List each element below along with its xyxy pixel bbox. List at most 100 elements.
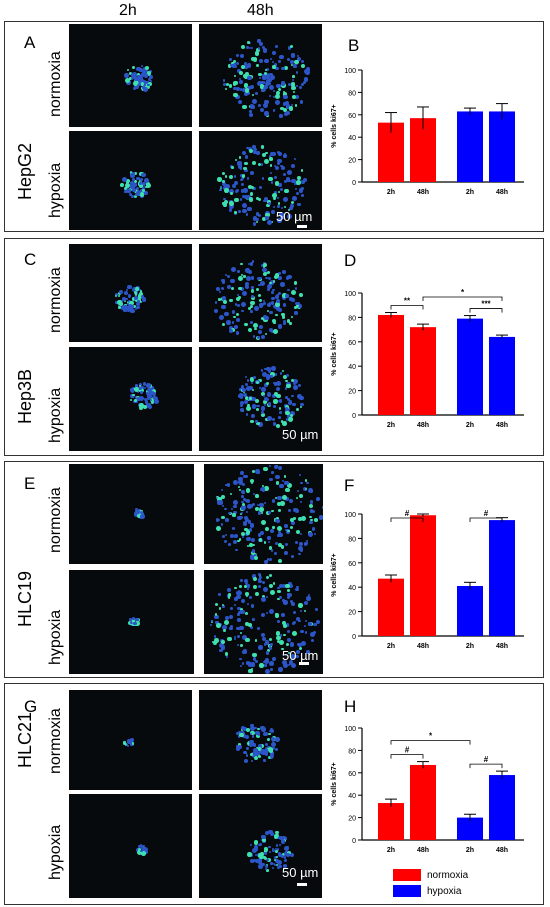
cell-nucleus — [305, 649, 310, 654]
cell-nucleus — [238, 488, 241, 492]
cell-nucleus — [269, 280, 275, 286]
cell-nucleus — [281, 495, 287, 501]
cell-nucleus — [265, 746, 270, 751]
cell-nucleus — [250, 661, 256, 666]
cell-nucleus — [278, 667, 283, 672]
cell-nucleus — [313, 518, 318, 523]
cell-nucleus — [292, 75, 295, 78]
cell-nucleus — [244, 161, 248, 166]
legend-swatch-normoxia — [393, 869, 421, 881]
micrograph-hepg2-normoxia-2h — [69, 24, 192, 127]
cell-nucleus — [136, 850, 142, 856]
cell-nucleus — [256, 197, 259, 200]
cell-nucleus — [134, 387, 139, 393]
cell-nucleus — [277, 324, 283, 329]
cell-nucleus — [143, 73, 149, 78]
cell-nucleus — [262, 177, 265, 180]
cell-nucleus — [255, 398, 260, 403]
cell-nucleus — [239, 643, 244, 648]
cell-nucleus — [279, 595, 283, 599]
cell-nucleus — [233, 479, 238, 485]
cell-nucleus — [151, 386, 155, 390]
cell-nucleus — [239, 733, 244, 738]
cell-nucleus — [115, 292, 118, 296]
cell-nucleus — [246, 536, 252, 542]
cell-nucleus — [140, 851, 146, 856]
cell-nucleus — [281, 293, 287, 298]
cell-nucleus — [295, 541, 299, 545]
x-tick-label: 2h — [387, 422, 395, 429]
cell-nucleus — [285, 487, 290, 493]
cell-line-label-hlc21: HLC21 — [15, 711, 35, 768]
cell-nucleus — [273, 175, 278, 180]
cell-nucleus — [246, 386, 251, 391]
cell-nucleus — [135, 286, 140, 292]
cell-nucleus — [223, 628, 227, 632]
cell-nucleus — [235, 331, 240, 335]
cell-nucleus — [245, 592, 249, 596]
chart-hlc21: 0 20 40 60 80 100 % cells ki67+ 2h 48h 2h 48h # # * — [331, 726, 524, 854]
y-tick-label: 100 — [344, 512, 356, 519]
cell-nucleus — [242, 390, 246, 394]
cell-nucleus — [238, 610, 242, 615]
cell-nucleus — [255, 92, 258, 95]
cell-nucleus — [230, 192, 234, 196]
cell-nucleus — [259, 386, 262, 389]
cell-nucleus — [228, 84, 232, 88]
cell-nucleus — [281, 314, 286, 319]
cell-nucleus — [134, 512, 139, 517]
cell-nucleus — [233, 635, 237, 639]
y-tick-label: 40 — [348, 585, 356, 592]
cell-nucleus — [243, 83, 249, 89]
cell-nucleus — [223, 304, 226, 307]
cell-nucleus — [141, 85, 145, 89]
cell-nucleus — [242, 104, 247, 110]
cell-nucleus — [243, 275, 246, 278]
cell-nucleus — [255, 507, 260, 512]
cell-nucleus — [244, 499, 247, 502]
cell-nucleus — [221, 646, 225, 651]
cell-nucleus — [233, 80, 238, 85]
cell-nucleus — [260, 334, 265, 339]
cell-nucleus — [131, 619, 136, 623]
cell-nucleus — [241, 501, 244, 504]
cell-line-label-hlc19: HLC19 — [15, 570, 35, 627]
cell-nucleus — [250, 554, 254, 558]
y-axis-label: % cells ki67+ — [331, 332, 338, 375]
cell-nucleus — [301, 169, 304, 172]
cell-nucleus — [263, 404, 266, 407]
cell-nucleus — [256, 151, 260, 155]
cell-nucleus — [228, 57, 233, 61]
cell-nucleus — [263, 847, 269, 852]
cell-nucleus — [301, 63, 306, 68]
cell-nucleus — [221, 515, 225, 520]
cell-nucleus — [252, 657, 257, 661]
cell-nucleus — [278, 59, 282, 63]
cell-nucleus — [235, 744, 239, 748]
cell-nucleus — [272, 109, 276, 112]
cell-nucleus — [252, 743, 257, 747]
cell-nucleus — [268, 511, 271, 514]
cell-nucleus — [233, 83, 237, 87]
cell-nucleus — [268, 276, 272, 281]
condition-label-hypoxia: hypoxia — [47, 162, 64, 218]
cell-nucleus — [144, 397, 148, 401]
cell-nucleus — [283, 205, 286, 208]
cell-nucleus — [222, 299, 227, 305]
cell-nucleus — [281, 647, 285, 651]
cell-nucleus — [224, 620, 230, 626]
cell-nucleus — [253, 376, 257, 380]
cell-nucleus — [276, 635, 282, 641]
cell-nucleus — [144, 850, 149, 855]
cell-nucleus — [299, 405, 303, 409]
bar — [457, 111, 483, 182]
cell-nucleus — [277, 202, 281, 206]
cell-nucleus — [274, 181, 280, 186]
cell-nucleus — [245, 412, 249, 416]
cell-nucleus — [257, 511, 261, 515]
cell-nucleus — [244, 734, 250, 740]
cell-nucleus — [296, 304, 300, 307]
scale-bar — [297, 225, 307, 228]
cell-nucleus — [273, 863, 277, 867]
cell-nucleus — [260, 519, 266, 525]
